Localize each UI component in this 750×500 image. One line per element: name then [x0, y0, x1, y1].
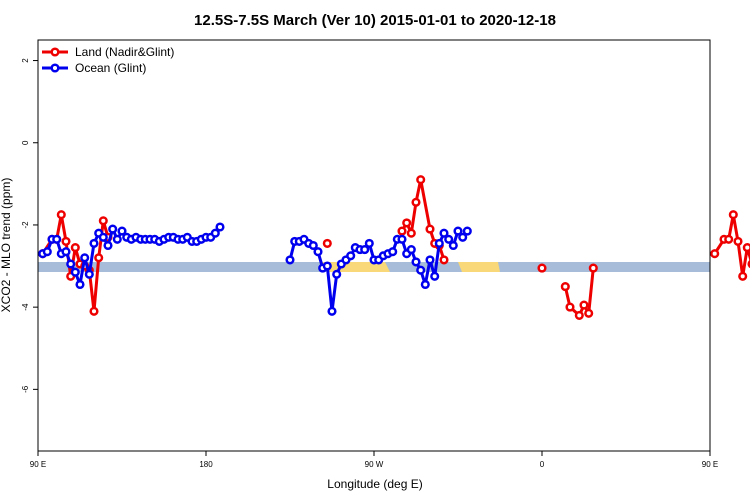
data-point — [406, 245, 416, 255]
series-line — [713, 213, 750, 278]
data-point — [439, 255, 449, 265]
data-point — [210, 228, 220, 238]
x-tick-label: 0 — [540, 460, 545, 469]
data-point — [462, 226, 472, 236]
y-tick-label: 0 — [21, 140, 30, 145]
plot-frame — [37, 39, 711, 452]
data-point — [61, 236, 71, 246]
data-point — [728, 210, 738, 220]
series-layer — [38, 175, 750, 320]
y-axis: 2 0 -2 -4 -6 — [21, 58, 38, 393]
data-point — [430, 271, 440, 281]
data-point — [406, 228, 416, 238]
data-point — [738, 271, 748, 281]
legend-item: Land (Nadir&Glint) — [42, 45, 174, 59]
legend-label: Land (Nadir&Glint) — [75, 45, 174, 59]
data-point — [453, 226, 463, 236]
x-tick-label: 180 — [199, 460, 213, 469]
data-point — [416, 175, 426, 185]
legend-label: Ocean (Glint) — [75, 61, 146, 75]
data-point — [425, 255, 435, 265]
x-tick-label: 90 E — [702, 460, 718, 469]
data-point — [439, 228, 449, 238]
data-point — [108, 224, 118, 234]
data-point — [52, 234, 62, 244]
series-ocean — [38, 222, 472, 316]
x-tick-label: 90 E — [30, 460, 46, 469]
x-tick-label: 90 W — [365, 460, 384, 469]
data-point — [98, 232, 108, 242]
data-point — [70, 267, 80, 277]
x-axis: 90 E 180 90 W 0 90 E — [30, 451, 718, 469]
data-point — [565, 302, 575, 312]
y-tick-label: -6 — [21, 385, 30, 393]
data-point — [322, 261, 332, 271]
data-point — [420, 279, 430, 290]
data-point — [327, 306, 337, 316]
data-point — [215, 222, 225, 232]
data-point — [89, 306, 99, 316]
y-tick-label: 2 — [21, 58, 30, 63]
legend-marker — [50, 63, 60, 73]
data-point — [103, 240, 113, 251]
data-point — [560, 282, 570, 292]
data-point — [70, 243, 80, 253]
data-point — [733, 236, 743, 246]
data-point — [42, 247, 52, 257]
data-point — [397, 226, 407, 236]
data-point — [112, 234, 122, 244]
data-point — [425, 224, 435, 234]
data-point — [94, 253, 104, 263]
data-point — [332, 269, 342, 279]
data-point — [444, 234, 454, 244]
data-point — [80, 253, 90, 263]
y-axis-label: XCO2 - MLO trend (ppm) — [0, 178, 13, 313]
data-point — [364, 238, 374, 248]
data-point — [411, 197, 421, 207]
chart-title: 12.5S-7.5S March (Ver 10) 2015-01-01 to … — [194, 12, 556, 29]
data-point — [397, 234, 407, 244]
data-point — [61, 247, 71, 257]
data-point — [448, 240, 458, 251]
data-point — [66, 259, 76, 269]
data-point — [724, 234, 734, 244]
data-point — [98, 216, 108, 226]
data-point — [710, 249, 720, 259]
data-point — [416, 265, 426, 275]
data-point — [402, 218, 412, 228]
legend: Land (Nadir&Glint) Ocean (Glint) — [42, 45, 174, 75]
data-point — [322, 238, 332, 248]
data-point — [411, 257, 421, 267]
land-strip-africa — [458, 262, 500, 272]
data-point — [56, 210, 66, 220]
x-axis-label: Longitude (deg E) — [327, 477, 422, 491]
data-point — [537, 263, 547, 273]
data-point — [360, 245, 370, 255]
data-point — [89, 238, 99, 248]
data-point — [313, 247, 323, 257]
data-point — [742, 243, 750, 253]
y-tick-label: -2 — [21, 221, 30, 229]
data-point — [434, 238, 444, 248]
data-point — [285, 255, 295, 265]
data-point — [579, 300, 589, 310]
data-point — [117, 226, 127, 236]
data-point — [308, 240, 318, 251]
legend-marker — [50, 47, 60, 57]
data-point — [588, 263, 598, 273]
legend-item: Ocean (Glint) — [42, 61, 146, 75]
data-point — [75, 279, 85, 290]
data-point — [458, 232, 468, 242]
data-point — [84, 269, 94, 279]
data-point — [584, 308, 594, 318]
data-point — [574, 310, 584, 320]
y-tick-label: -4 — [21, 303, 30, 311]
data-point — [388, 247, 398, 257]
data-point — [346, 251, 356, 261]
